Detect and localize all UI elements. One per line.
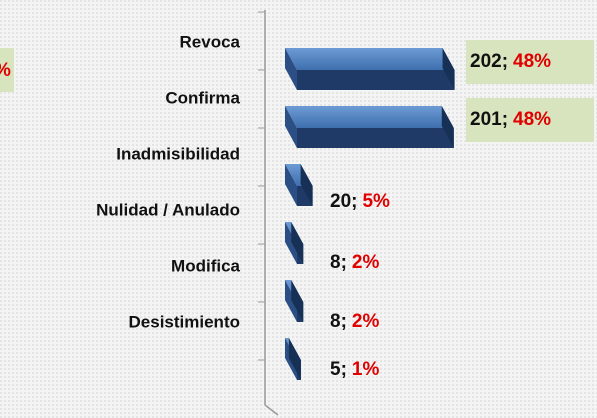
- bar-end: [300, 164, 313, 206]
- bar-side: [285, 222, 297, 264]
- bar-top: [285, 48, 455, 70]
- value-label: 8;: [330, 252, 347, 273]
- data-label: 20; 5%: [330, 191, 390, 212]
- data-label: 201; 48%: [470, 109, 551, 130]
- bar-end: [441, 106, 454, 148]
- bar-end: [442, 48, 455, 90]
- percent-label: 5%: [362, 191, 390, 212]
- bar-front: [297, 128, 454, 148]
- bar-end: [288, 338, 301, 380]
- category-label: Confirma: [165, 88, 240, 107]
- category-label: Inadmisibilidad: [116, 144, 240, 163]
- annotation: %: [0, 60, 11, 81]
- percent-label: 48%: [513, 109, 551, 130]
- bar: [285, 164, 313, 206]
- percent-label: 2%: [352, 252, 380, 273]
- category-label: Modifica: [171, 256, 240, 275]
- bar-end: [291, 222, 304, 264]
- bar-side: [285, 164, 297, 206]
- data-label: 202; 48%: [470, 51, 551, 72]
- value-label: 201;: [470, 109, 508, 130]
- bar-front: [297, 70, 455, 90]
- value-label: 5;: [330, 359, 347, 380]
- category-label: Revoca: [180, 32, 241, 51]
- category-label: Desistimiento: [129, 312, 240, 331]
- value-label: 202;: [470, 51, 508, 72]
- percent-label: 2%: [352, 311, 380, 332]
- category-label: Nulidad / Anulado: [96, 200, 240, 219]
- label-box: [466, 40, 594, 84]
- bar-side: [285, 106, 297, 148]
- bar: [285, 48, 455, 90]
- bar: [285, 106, 454, 148]
- value-label: 8;: [330, 311, 347, 332]
- percent-label: 1%: [352, 359, 380, 380]
- bar-side: [285, 48, 297, 90]
- bar: [285, 222, 304, 264]
- data-label: 8; 2%: [330, 311, 379, 332]
- bar-end: [291, 280, 304, 322]
- bar: [285, 280, 304, 322]
- data-label: 8; 2%: [330, 252, 379, 273]
- bar-side: [285, 280, 297, 322]
- value-label: 20;: [330, 191, 357, 212]
- data-label: 5; 1%: [330, 359, 379, 380]
- label-box: [0, 48, 14, 92]
- label-box: [466, 98, 594, 142]
- percent-label: 48%: [513, 51, 551, 72]
- axis-depth: [264, 404, 279, 416]
- bar: [285, 338, 301, 380]
- bar-top: [285, 106, 454, 128]
